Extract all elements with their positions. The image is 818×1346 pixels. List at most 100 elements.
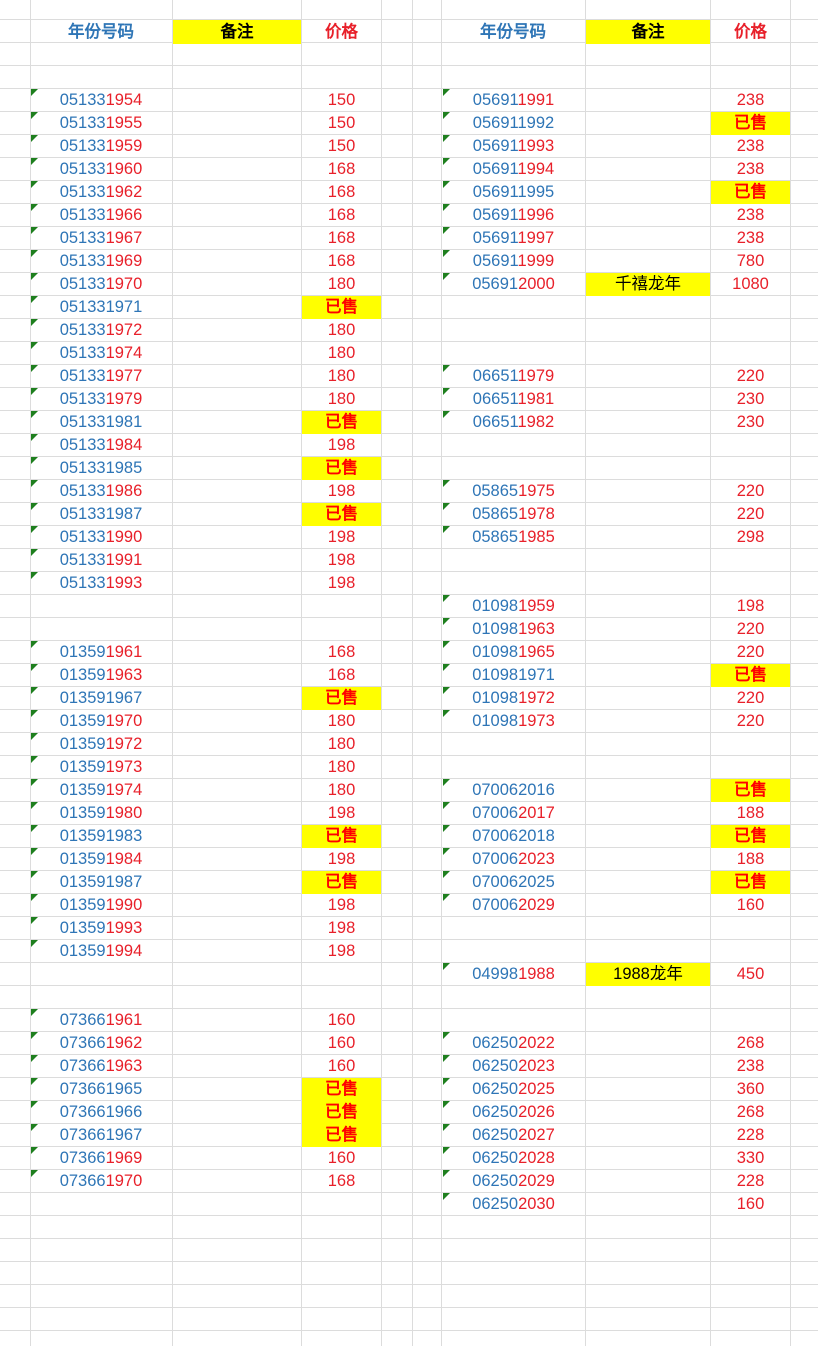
left-code-cell[interactable]: 013591961 bbox=[30, 641, 172, 664]
right-price-cell[interactable]: 228 bbox=[736, 1172, 765, 1190]
left-price-cell[interactable]: 198 bbox=[327, 436, 356, 454]
left-code-cell[interactable]: 073661962 bbox=[30, 1032, 172, 1055]
left-code-cell[interactable]: 013591983 bbox=[30, 825, 172, 848]
left-code-cell[interactable]: 051331959 bbox=[30, 135, 172, 158]
left-code-cell[interactable]: 051331979 bbox=[30, 388, 172, 411]
left-code-cell[interactable]: 073661967 bbox=[30, 1124, 172, 1147]
right-code-cell[interactable]: 010981959 bbox=[442, 595, 585, 618]
left-code-cell[interactable]: 051331977 bbox=[30, 365, 172, 388]
left-code-cell[interactable]: 073661963 bbox=[30, 1055, 172, 1078]
right-code-cell[interactable]: 066511979 bbox=[442, 365, 585, 388]
left-sold-badge[interactable]: 已售 bbox=[302, 411, 381, 434]
right-price-cell[interactable]: 160 bbox=[736, 1195, 765, 1213]
right-code-cell[interactable]: 066511982 bbox=[442, 411, 585, 434]
right-code-cell[interactable]: 058651978 bbox=[442, 503, 585, 526]
right-price-cell[interactable]: 360 bbox=[736, 1080, 765, 1098]
left-code-cell[interactable]: 013591993 bbox=[30, 917, 172, 940]
left-code-cell[interactable]: 051331985 bbox=[30, 457, 172, 480]
right-price-cell[interactable]: 188 bbox=[736, 804, 765, 822]
left-price-cell[interactable]: 180 bbox=[327, 390, 356, 408]
left-code-cell[interactable]: 073661961 bbox=[30, 1009, 172, 1032]
left-price-cell[interactable]: 198 bbox=[327, 850, 356, 868]
right-price-cell[interactable]: 230 bbox=[736, 413, 765, 431]
right-code-cell[interactable]: 056911991 bbox=[442, 89, 585, 112]
right-price-cell[interactable]: 238 bbox=[736, 1057, 765, 1075]
right-code-cell[interactable]: 070062029 bbox=[442, 894, 585, 917]
right-price-cell[interactable]: 1080 bbox=[732, 275, 769, 293]
right-header-price[interactable]: 价格 bbox=[734, 23, 767, 41]
right-price-cell[interactable]: 298 bbox=[736, 528, 765, 546]
left-price-cell[interactable]: 198 bbox=[327, 482, 356, 500]
right-sold-badge[interactable]: 已售 bbox=[711, 664, 790, 687]
right-price-cell[interactable]: 230 bbox=[736, 390, 765, 408]
right-price-cell[interactable]: 780 bbox=[736, 252, 765, 270]
left-code-cell[interactable]: 051331984 bbox=[30, 434, 172, 457]
left-code-cell[interactable]: 073661970 bbox=[30, 1170, 172, 1193]
left-code-cell[interactable]: 051331972 bbox=[30, 319, 172, 342]
right-code-cell[interactable]: 062502029 bbox=[442, 1170, 585, 1193]
left-code-cell[interactable]: 051331962 bbox=[30, 181, 172, 204]
left-code-cell[interactable]: 013591963 bbox=[30, 664, 172, 687]
left-price-cell[interactable]: 198 bbox=[327, 804, 356, 822]
right-price-cell[interactable]: 268 bbox=[736, 1034, 765, 1052]
right-code-cell[interactable]: 070062016 bbox=[442, 779, 585, 802]
left-price-cell[interactable]: 168 bbox=[327, 206, 356, 224]
right-note-cell[interactable]: 1988龙年 bbox=[586, 963, 710, 986]
left-code-cell[interactable]: 073661966 bbox=[30, 1101, 172, 1124]
left-price-cell[interactable]: 168 bbox=[327, 1172, 356, 1190]
left-code-cell[interactable]: 013591987 bbox=[30, 871, 172, 894]
right-code-cell[interactable]: 066511981 bbox=[442, 388, 585, 411]
right-note-cell[interactable]: 千禧龙年 bbox=[586, 273, 710, 296]
right-code-cell[interactable]: 062502023 bbox=[442, 1055, 585, 1078]
left-code-cell[interactable]: 051331991 bbox=[30, 549, 172, 572]
left-header-note[interactable]: 备注 bbox=[173, 20, 301, 44]
left-code-cell[interactable]: 013591990 bbox=[30, 894, 172, 917]
left-price-cell[interactable]: 150 bbox=[327, 137, 356, 155]
left-header-price[interactable]: 价格 bbox=[325, 23, 358, 41]
left-sold-badge[interactable]: 已售 bbox=[302, 457, 381, 480]
right-price-cell[interactable]: 220 bbox=[736, 505, 765, 523]
left-code-cell[interactable]: 051331990 bbox=[30, 526, 172, 549]
right-price-cell[interactable]: 238 bbox=[736, 206, 765, 224]
right-code-cell[interactable]: 010981965 bbox=[442, 641, 585, 664]
left-price-cell[interactable]: 198 bbox=[327, 896, 356, 914]
left-price-cell[interactable]: 168 bbox=[327, 252, 356, 270]
left-code-cell[interactable]: 051331986 bbox=[30, 480, 172, 503]
right-code-cell[interactable]: 062502027 bbox=[442, 1124, 585, 1147]
left-code-cell[interactable]: 013591974 bbox=[30, 779, 172, 802]
left-code-cell[interactable]: 073661969 bbox=[30, 1147, 172, 1170]
left-sold-badge[interactable]: 已售 bbox=[302, 296, 381, 319]
right-code-cell[interactable]: 056911995 bbox=[442, 181, 585, 204]
left-price-cell[interactable]: 198 bbox=[327, 919, 356, 937]
right-code-cell[interactable]: 058651975 bbox=[442, 480, 585, 503]
left-sold-badge[interactable]: 已售 bbox=[302, 871, 381, 894]
left-code-cell[interactable]: 051331974 bbox=[30, 342, 172, 365]
left-code-cell[interactable]: 051331960 bbox=[30, 158, 172, 181]
left-code-cell[interactable]: 051331954 bbox=[30, 89, 172, 112]
right-price-cell[interactable]: 268 bbox=[736, 1103, 765, 1121]
left-price-cell[interactable]: 168 bbox=[327, 643, 356, 661]
right-code-cell[interactable]: 070062025 bbox=[442, 871, 585, 894]
right-header-note[interactable]: 备注 bbox=[586, 20, 710, 44]
right-code-cell[interactable]: 056911996 bbox=[442, 204, 585, 227]
left-price-cell[interactable]: 198 bbox=[327, 528, 356, 546]
right-code-cell[interactable]: 058651985 bbox=[442, 526, 585, 549]
left-price-cell[interactable]: 160 bbox=[327, 1057, 356, 1075]
left-code-cell[interactable]: 013591980 bbox=[30, 802, 172, 825]
right-code-cell[interactable]: 056912000 bbox=[442, 273, 585, 296]
right-header-code[interactable]: 年份号码 bbox=[480, 23, 546, 41]
right-price-cell[interactable]: 238 bbox=[736, 160, 765, 178]
right-price-cell[interactable]: 330 bbox=[736, 1149, 765, 1167]
right-price-cell[interactable]: 238 bbox=[736, 229, 765, 247]
left-header-code[interactable]: 年份号码 bbox=[68, 23, 134, 41]
left-code-cell[interactable]: 013591967 bbox=[30, 687, 172, 710]
right-code-cell[interactable]: 010981963 bbox=[442, 618, 585, 641]
right-code-cell[interactable]: 010981971 bbox=[442, 664, 585, 687]
left-price-cell[interactable]: 180 bbox=[327, 781, 356, 799]
left-code-cell[interactable]: 051331955 bbox=[30, 112, 172, 135]
right-code-cell[interactable]: 062502026 bbox=[442, 1101, 585, 1124]
right-price-cell[interactable]: 220 bbox=[736, 689, 765, 707]
left-sold-badge[interactable]: 已售 bbox=[302, 1078, 381, 1101]
right-sold-badge[interactable]: 已售 bbox=[711, 112, 790, 135]
left-price-cell[interactable]: 180 bbox=[327, 367, 356, 385]
